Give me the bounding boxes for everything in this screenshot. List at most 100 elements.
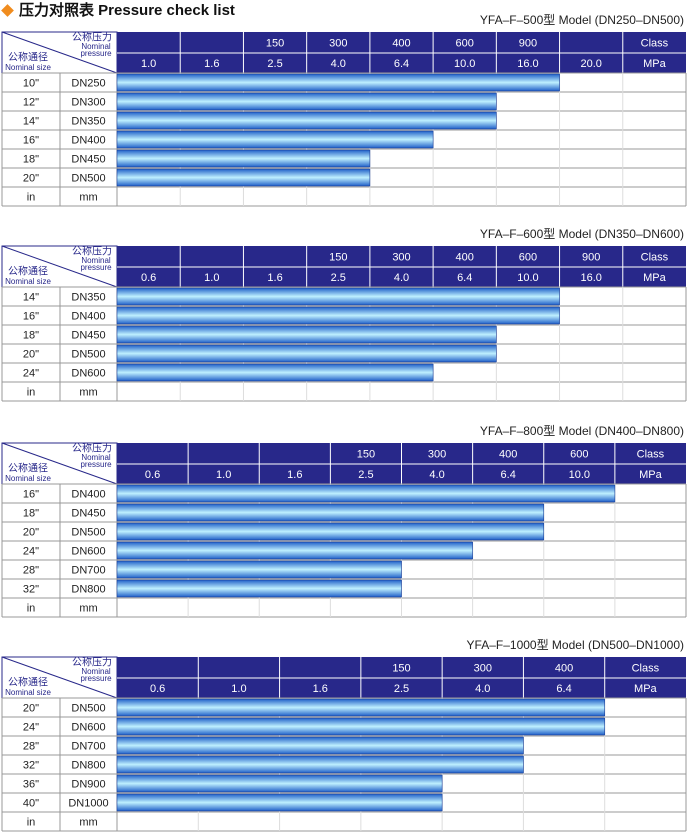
size-dn: DN700 — [71, 564, 105, 576]
size-dn: DN350 — [71, 115, 105, 127]
class-label: 600 — [570, 448, 588, 460]
class-label: Class — [632, 662, 660, 674]
size-dn: DN700 — [71, 740, 105, 752]
size-dn: DN250 — [71, 77, 105, 89]
size-inch: 40" — [23, 797, 39, 809]
pressure-bar — [116, 522, 545, 541]
mpa-label: 1.6 — [287, 469, 302, 481]
pressure-bar — [116, 344, 497, 363]
unit-in: in — [27, 602, 36, 614]
pressure-bar — [116, 698, 606, 717]
size-dn: DN600 — [71, 367, 105, 379]
mpa-label: 16.0 — [517, 58, 538, 70]
class-label: 150 — [266, 37, 284, 49]
mpa-label: 1.0 — [231, 683, 246, 695]
mpa-label: 6.4 — [556, 683, 571, 695]
pressure-bar — [116, 130, 434, 149]
unit-mm: mm — [79, 191, 97, 203]
size-dn: DN400 — [71, 134, 105, 146]
model-label: YFA–F–1000型 Model (DN500–DN1000) — [467, 638, 684, 652]
size-dn: DN600 — [71, 721, 105, 733]
size-inch: 14" — [23, 115, 39, 127]
title-icon — [1, 4, 14, 17]
size-dn: DN1000 — [68, 797, 108, 809]
corner-size-en: Nominal size — [5, 688, 51, 697]
size-inch: 10" — [23, 77, 39, 89]
unit-mm: mm — [79, 602, 97, 614]
corner-pressure-en: Nominal — [81, 256, 111, 265]
size-inch: 28" — [23, 564, 39, 576]
pressure-bar — [116, 755, 524, 774]
mpa-label: 0.6 — [141, 272, 156, 284]
corner-size-cn: 公称通径 — [8, 51, 48, 64]
corner-pressure-en: Nominal — [81, 42, 111, 51]
mpa-label: 6.4 — [394, 58, 409, 70]
class-label: 300 — [392, 251, 410, 263]
pressure-bar — [116, 168, 371, 187]
class-label: Class — [637, 448, 665, 460]
pressure-bar — [116, 287, 560, 306]
size-inch: 24" — [23, 721, 39, 733]
class-label: 300 — [474, 662, 492, 674]
class-label: Class — [641, 251, 669, 263]
mpa-label: MPa — [639, 469, 663, 481]
size-inch: 24" — [23, 545, 39, 557]
pressure-bar — [116, 774, 443, 793]
pressure-bar — [116, 736, 524, 755]
corner-pressure-cn: 公称压力 — [72, 656, 112, 669]
size-dn: DN400 — [71, 310, 105, 322]
corner-size-cn: 公称通径 — [8, 676, 48, 689]
mpa-label: 0.6 — [145, 469, 160, 481]
mpa-label: MPa — [634, 683, 658, 695]
pressure-bar — [116, 484, 616, 503]
mpa-label: 4.0 — [475, 683, 490, 695]
size-inch: 12" — [23, 96, 39, 108]
class-label: Class — [641, 37, 669, 49]
mpa-label: 2.5 — [267, 58, 282, 70]
size-inch: 32" — [23, 583, 39, 595]
pressure-bar — [116, 363, 434, 382]
mpa-label: 6.4 — [457, 272, 472, 284]
size-inch: 18" — [23, 329, 39, 341]
mpa-label: 2.5 — [394, 683, 409, 695]
unit-in: in — [27, 386, 36, 398]
pressure-bar — [116, 717, 606, 736]
size-inch: 24" — [23, 367, 39, 379]
size-dn: DN450 — [71, 329, 105, 341]
size-dn: DN900 — [71, 778, 105, 790]
corner-size-cn: 公称通径 — [8, 462, 48, 475]
mpa-label: MPa — [643, 272, 667, 284]
corner-pressure-cn: 公称压力 — [72, 245, 112, 258]
corner-pressure-en: pressure — [80, 263, 112, 272]
class-label: 150 — [392, 662, 410, 674]
mpa-label: 1.6 — [204, 58, 219, 70]
corner-size-en: Nominal size — [5, 474, 51, 483]
size-dn: DN400 — [71, 488, 105, 500]
class-label: 150 — [357, 448, 375, 460]
mpa-label: 16.0 — [580, 272, 601, 284]
mpa-label: 0.6 — [150, 683, 165, 695]
size-dn: DN300 — [71, 96, 105, 108]
unit-mm: mm — [79, 386, 97, 398]
corner-pressure-en: Nominal — [81, 453, 111, 462]
mpa-label: 1.0 — [204, 272, 219, 284]
pressure-bar — [116, 111, 497, 130]
size-inch: 16" — [23, 134, 39, 146]
size-inch: 18" — [23, 153, 39, 165]
size-dn: DN800 — [71, 759, 105, 771]
corner-pressure-cn: 公称压力 — [72, 31, 112, 44]
mpa-label: 2.5 — [358, 469, 373, 481]
pressure-bar — [116, 73, 560, 92]
pressure-bar — [116, 560, 402, 579]
class-label: 900 — [519, 37, 537, 49]
corner-diagonal — [1, 245, 118, 288]
size-inch: 20" — [23, 702, 39, 714]
class-label: 900 — [582, 251, 600, 263]
unit-in: in — [27, 191, 36, 203]
class-label: 400 — [499, 448, 517, 460]
corner-pressure-en: Nominal — [81, 667, 111, 676]
size-inch: 20" — [23, 348, 39, 360]
mpa-label: 6.4 — [501, 469, 516, 481]
